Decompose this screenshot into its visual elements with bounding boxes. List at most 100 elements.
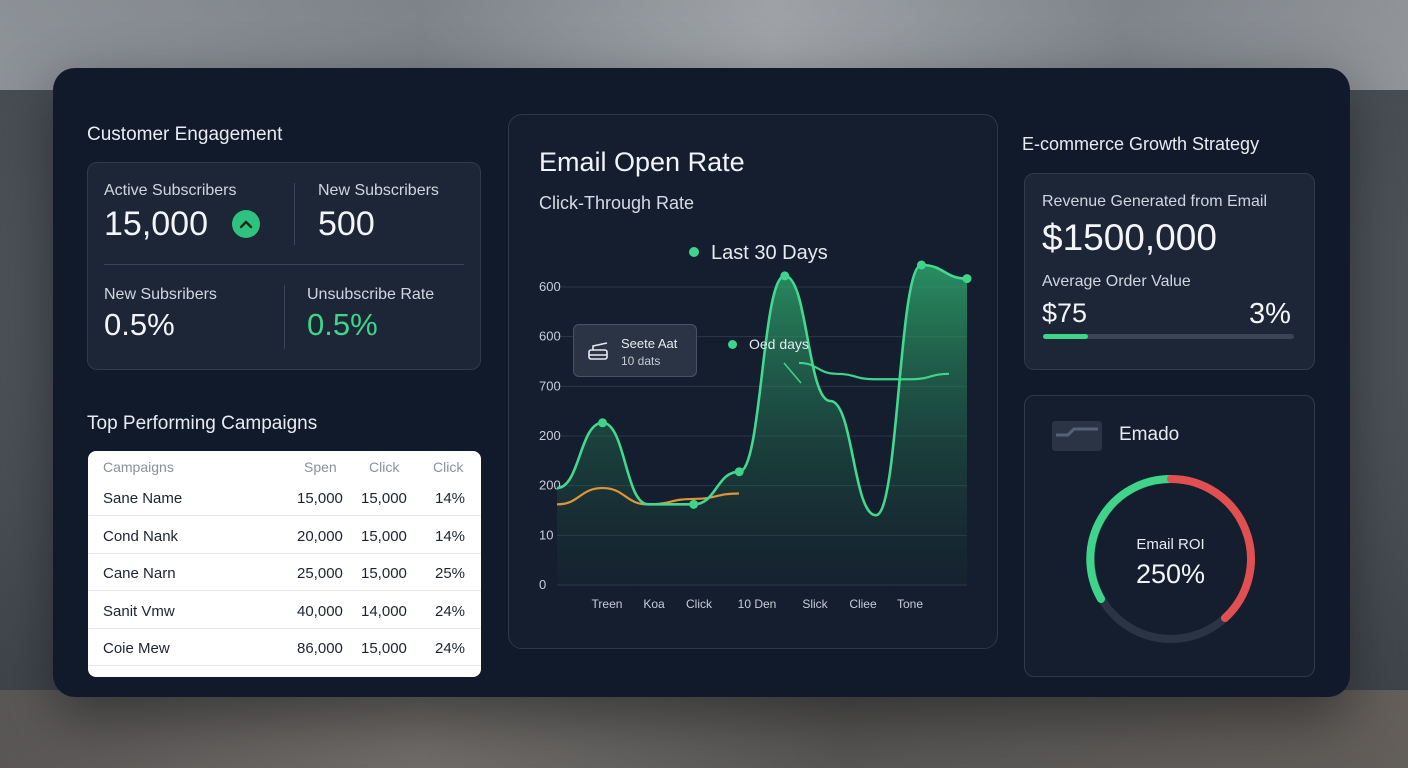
table-cell: 20,000: [297, 527, 343, 545]
campaigns-table: Campaigns Spen Click Click Sane Name 15,0…: [88, 451, 481, 677]
table-cell: 25%: [435, 565, 466, 582]
table-cell: 15,000: [361, 527, 407, 545]
y-tick-label: 10: [539, 527, 553, 542]
y-tick-label: 600: [539, 329, 561, 344]
tooltip-line2: 10 dats: [621, 354, 661, 368]
series-flat-line: [798, 361, 950, 381]
table-row[interactable]: Sanit Vmw 40,000 14,000 24%: [88, 592, 481, 629]
new-subscribers-rate-value: 0.5%: [104, 307, 175, 342]
x-tick-label: Tone: [897, 597, 923, 611]
data-point[interactable]: [780, 271, 790, 281]
table-row[interactable]: Cane Narn 25,000 15,000 25%: [88, 554, 481, 591]
y-tick-label: 0: [539, 577, 546, 592]
tooltip-chart-icon: [587, 341, 611, 366]
data-point[interactable]: [916, 260, 926, 270]
legend-dot: [689, 247, 699, 257]
header-spen[interactable]: Spen: [304, 459, 337, 475]
roi-value: 250%: [1135, 559, 1206, 589]
roi-gauge: [1086, 474, 1255, 643]
data-point[interactable]: [962, 274, 972, 284]
aov-progress-track: [1043, 334, 1294, 339]
table-cell: Sanit Vmw: [103, 602, 175, 620]
y-tick-label: 200: [539, 478, 561, 493]
table-cell: 86,000: [297, 640, 343, 657]
table-cell: Coie Mew: [103, 640, 170, 657]
kpi-divider-vertical-2: [284, 285, 285, 349]
table-row[interactable]: Coie Mew 86,000 15,000 24%: [88, 629, 481, 666]
series-main-line: [556, 263, 968, 517]
active-subscribers-label: Active Subscribers: [104, 182, 237, 199]
unsubscribe-rate-label: Unsubscribe Rate: [307, 286, 435, 303]
table-cell: 24%: [435, 602, 466, 620]
x-tick-label: Cliee: [849, 597, 877, 611]
table-cell: 15,000: [297, 490, 343, 507]
card-icon: [1052, 421, 1102, 451]
header-campaigns[interactable]: Campaigns: [103, 459, 174, 475]
x-tick-label: Koa: [643, 597, 665, 611]
table-cell: Sane Name: [103, 490, 183, 507]
aov-label: Average Order Value: [1042, 273, 1191, 290]
chart-panel: Email Open Rate Click-Through Rate Last …: [508, 114, 998, 649]
annotation-label: Oed days: [749, 336, 809, 352]
gauge-arc-green: [1086, 474, 1175, 603]
tooltip-line1: Seete Aat: [621, 336, 678, 351]
header-click[interactable]: Click: [369, 459, 400, 475]
table-cell: 14%: [435, 527, 466, 545]
legend-label[interactable]: Last 30 Days: [711, 242, 828, 264]
data-point[interactable]: [734, 467, 744, 477]
unsubscribe-rate-value: 0.5%: [307, 307, 378, 342]
kpi-divider-horizontal: [104, 264, 464, 265]
kpi-divider-vertical: [294, 183, 295, 245]
y-tick-label: 600: [539, 279, 561, 294]
engagement-title: Customer Engagement: [87, 124, 283, 145]
background-blur-bottom: [0, 690, 1408, 768]
chart-subtitle: Click-Through Rate: [539, 193, 695, 213]
revenue-value: $1500,000: [1042, 217, 1217, 258]
dashboard-panel: Customer Engagement Active Subscribers 1…: [53, 68, 1350, 697]
annotation-dot: [728, 340, 737, 349]
table-cell: 15,000: [361, 565, 407, 582]
chart-title: Email Open Rate: [539, 147, 745, 177]
table-cell: 40,000: [297, 602, 343, 620]
annotation-pointer: [783, 362, 802, 384]
revenue-card: Revenue Generated from Email $1500,000 A…: [1024, 173, 1315, 370]
aov-value: $75: [1042, 298, 1088, 328]
campaigns-title: Top Performing Campaigns: [87, 413, 318, 434]
data-point[interactable]: [598, 418, 608, 428]
table-cell: 15,000: [361, 490, 407, 507]
active-subscribers-value: 15,000: [104, 205, 208, 243]
table-row[interactable]: Cond Nank 20,000 15,000 14%: [88, 517, 481, 554]
new-subscribers-rate-label: New Subsribers: [104, 286, 217, 303]
table-cell: 14,000: [361, 602, 407, 620]
table-cell: Cond Nank: [103, 527, 179, 545]
table-cell: Cane Narn: [103, 565, 176, 582]
roi-label: Email ROI: [1136, 536, 1205, 553]
growth-title: E-commerce Growth Strategy: [1022, 134, 1260, 154]
x-tick-label: 10 Den: [738, 597, 777, 611]
x-tick-label: Treen: [592, 597, 623, 611]
table-row[interactable]: Sane Name 15,000 15,000 14%: [88, 479, 481, 516]
y-tick-label: 700: [539, 378, 561, 393]
roi-card: Emado Email ROI 250%: [1024, 395, 1315, 677]
chart-svg: 600 600 700 200 200 10 0 Treen Koa Click 10 Den Sl…: [539, 260, 972, 611]
engagement-card: Active Subscribers 15,000 New Subscriber…: [87, 162, 481, 370]
aov-progress-fill: [1043, 334, 1089, 339]
data-point[interactable]: [689, 499, 699, 509]
roi-card-title: Emado: [1119, 424, 1180, 445]
new-subscribers-value: 500: [318, 205, 375, 243]
y-tick-label: 200: [539, 428, 561, 443]
chart-tooltip: Seete Aat 10 dats: [573, 324, 697, 377]
x-tick-label: Click: [686, 597, 713, 611]
table-cell: 15,000: [361, 640, 407, 657]
aov-percent: 3%: [1249, 298, 1291, 330]
table-cell: 24%: [435, 640, 466, 657]
table-cell: 14%: [435, 490, 466, 507]
gauge-arc-red: [1167, 475, 1255, 622]
table-header: Campaigns Spen Click Click: [88, 451, 481, 479]
header-click-rate[interactable]: Click: [433, 459, 464, 475]
revenue-label: Revenue Generated from Email: [1042, 193, 1267, 210]
trend-up-icon: [232, 210, 260, 238]
new-subscribers-label: New Subscribers: [318, 182, 439, 199]
table-cell: 25,000: [297, 565, 343, 582]
